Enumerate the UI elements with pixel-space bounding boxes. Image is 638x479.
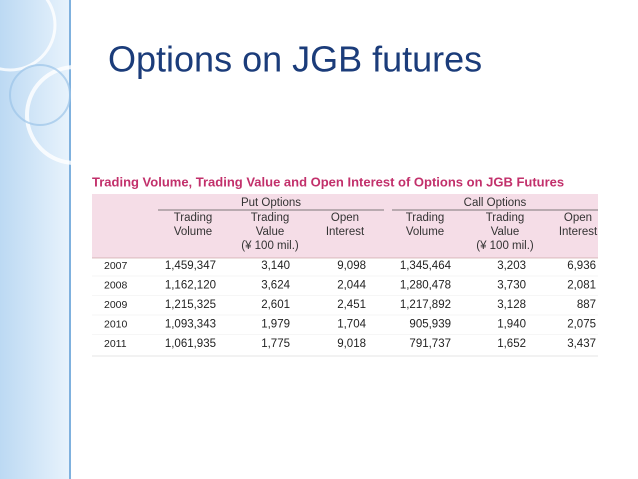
- cell: 3,128: [497, 299, 526, 311]
- row-year: 2009: [104, 299, 128, 311]
- decor-circle: [25, 65, 125, 165]
- column-header: Interest: [559, 226, 598, 238]
- group-header: Put Options: [241, 197, 301, 209]
- cell: 2,044: [337, 280, 366, 292]
- column-header: Trading: [406, 212, 445, 224]
- cell: 887: [577, 299, 596, 311]
- cell: 3,437: [567, 338, 596, 350]
- group-header: Call Options: [464, 197, 527, 209]
- row-year: 2007: [104, 260, 128, 272]
- cell: 1,162,120: [165, 280, 216, 292]
- cell: 3,140: [261, 260, 290, 272]
- column-header: (¥ 100 mil.): [476, 240, 534, 252]
- cell: 9,098: [337, 260, 366, 272]
- cell: 1,345,464: [400, 260, 452, 272]
- cell: 1,093,343: [165, 319, 216, 331]
- cell: 1,217,892: [400, 299, 451, 311]
- column-header: Value: [491, 226, 520, 238]
- column-header: (¥ 100 mil.): [241, 240, 299, 252]
- column-header: Volume: [406, 226, 444, 238]
- cell: 2,081: [567, 280, 596, 292]
- decor-circle: [0, 0, 57, 72]
- cell: 6,936: [567, 260, 596, 272]
- column-header: Trading: [251, 212, 290, 224]
- cell: 1,459,347: [165, 260, 216, 272]
- cell: 2,601: [261, 299, 290, 311]
- cell: 1,652: [497, 338, 526, 350]
- side-strip: [0, 0, 70, 479]
- row-year: 2011: [104, 338, 127, 350]
- row-year: 2008: [104, 279, 128, 291]
- row-year: 2010: [104, 318, 128, 330]
- column-header: Volume: [174, 226, 212, 238]
- cell: 3,203: [497, 260, 526, 272]
- cell: 1,704: [337, 319, 366, 331]
- cell: 1,979: [261, 319, 290, 331]
- cell: 1,775: [261, 338, 290, 350]
- cell: 9,018: [337, 338, 366, 350]
- header-band: [92, 194, 598, 258]
- column-header: Interest: [326, 226, 365, 238]
- column-header: Value: [256, 226, 285, 238]
- cell: 791,737: [409, 338, 451, 350]
- cell: 2,075: [567, 319, 596, 331]
- column-header: Trading: [486, 212, 525, 224]
- cell: 2,451: [337, 299, 366, 311]
- column-header: Trading: [174, 212, 213, 224]
- cell: 1,061,935: [165, 338, 216, 350]
- cell: 1,280,478: [400, 280, 451, 292]
- cell: 3,624: [261, 280, 290, 292]
- decor-circle: [9, 64, 71, 126]
- column-header: Open: [331, 212, 359, 224]
- table-caption: Trading Volume, Trading Value and Open I…: [92, 174, 564, 189]
- cell: 905,939: [409, 319, 451, 331]
- cell: 1,940: [497, 319, 526, 331]
- column-header: Open: [564, 212, 592, 224]
- cell: 3,730: [497, 280, 526, 292]
- slide-title: Options on JGB futures: [108, 39, 482, 80]
- cell: 1,215,325: [165, 299, 216, 311]
